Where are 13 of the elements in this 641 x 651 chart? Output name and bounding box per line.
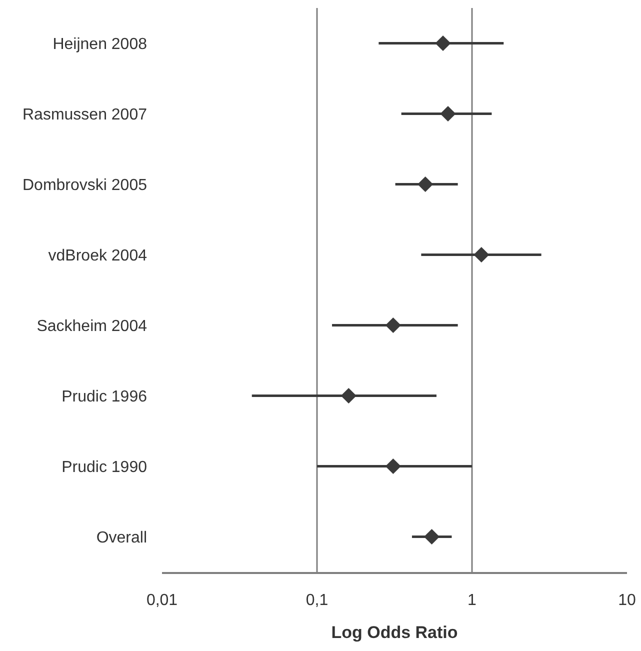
y-tick-label: Prudic 1990 — [62, 458, 148, 476]
y-tick-label: Prudic 1996 — [62, 388, 148, 406]
x-tick-label: 10 — [618, 592, 636, 609]
y-tick-label: Sackheim 2004 — [36, 318, 148, 335]
x-tick-label: 1 — [468, 592, 477, 609]
x-tick-label: 0,1 — [306, 592, 328, 609]
y-tick-label: vdBroek 2004 — [48, 247, 148, 264]
y-tick-label: Heijnen 2008 — [52, 36, 148, 53]
y-tick-label: Overall — [96, 529, 147, 546]
x-tick-label: 0,01 — [146, 592, 178, 609]
y-tick-label: Rasmussen 2007 — [22, 106, 148, 124]
x-axis-title: Log Odds Ratio — [331, 622, 458, 642]
y-tick-label: Dombrovski 2005 — [22, 176, 148, 194]
